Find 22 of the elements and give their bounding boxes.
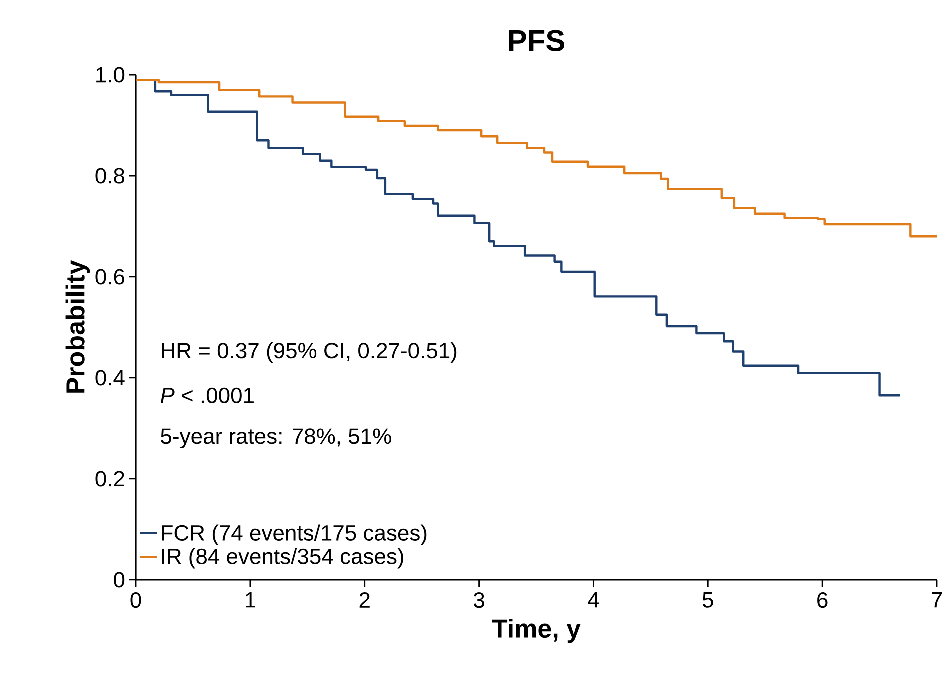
y-tick-label: 0.4 xyxy=(96,370,125,386)
x-tick-label: 4 xyxy=(588,592,600,608)
annotation: HR = 0.37 (95% CI, 0.27-0.51) xyxy=(162,342,457,363)
annotation: P < .0001 xyxy=(160,388,254,404)
chart-title: PFS xyxy=(509,30,565,52)
x-tick-label: 5 xyxy=(702,592,714,608)
x-tick-label: 7 xyxy=(932,592,942,608)
x-axis-title: Time, y xyxy=(492,618,581,644)
legend-label: IR (84 events/354 cases) xyxy=(162,548,404,569)
y-tick-label: 0.2 xyxy=(96,471,124,487)
x-tick-label: 0 xyxy=(130,592,142,608)
y-tick-label: 0 xyxy=(114,572,125,588)
y-tick-label: 0.8 xyxy=(96,168,125,184)
y-axis-title: Probability xyxy=(66,260,90,393)
x-tick-label: 1 xyxy=(246,592,256,608)
x-tick-label: 2 xyxy=(360,592,370,608)
x-tick-label: 6 xyxy=(818,592,828,608)
y-tick-label: 0.6 xyxy=(96,269,125,285)
y-tick-label: 1.0 xyxy=(96,67,125,83)
annotation: 5-year rates: 78%, 51% xyxy=(161,428,392,449)
x-tick-label: 3 xyxy=(474,592,484,608)
legend-label: FCR (74 events/175 cases) xyxy=(162,524,427,546)
